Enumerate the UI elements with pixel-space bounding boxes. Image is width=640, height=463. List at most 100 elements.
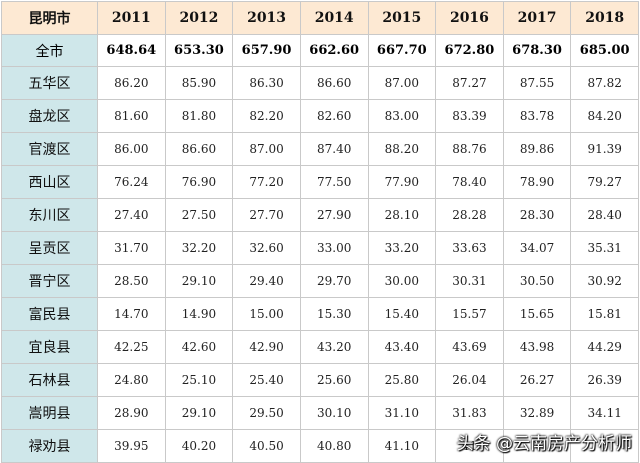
cell-value: 15.57 [435,297,504,331]
cell-value: 26.27 [502,363,572,397]
row-name: 宜良县 [1,330,98,364]
cell-value: 86.00 [97,132,166,166]
cell-value: 76.24 [97,165,166,199]
cell-value: 87.40 [299,132,369,166]
cell-value: 25.40 [232,363,301,397]
cell-value: 32.60 [232,231,301,265]
cell-value: 29.10 [164,264,234,298]
cell-value: 29.70 [299,264,369,298]
cell-value: 15.65 [502,297,572,331]
cell-value: 25.10 [164,363,234,397]
row-name: 五华区 [1,66,98,100]
table-row: 禄劝县 39.95 40.20 40.50 40.80 41.10 41 [1,429,639,463]
table-row: 呈贡区 31.70 32.20 32.60 33.00 33.20 33.63 34.07 35… [1,231,639,265]
cell-value: 28.50 [97,264,166,298]
cell-value: 41.10 [367,429,437,463]
total-value: 657.90 [232,34,301,67]
cell-value: 87.82 [570,66,639,100]
cell-value: 42.60 [164,330,234,364]
cell-value: 28.10 [367,198,437,232]
row-name: 呈贡区 [1,231,98,265]
cell-value: 25.80 [367,363,437,397]
table-row: 富民县 14.70 14.90 15.00 15.30 15.40 15.57 15.65 15… [1,297,639,331]
cell-value: 27.90 [299,198,369,232]
cell-value: 86.60 [164,132,234,166]
cell-value: 43.69 [435,330,504,364]
cell-value: 29.40 [232,264,301,298]
table-row: 五华区 86.20 85.90 86.30 86.60 87.00 87.27 87.55 87… [1,66,639,100]
total-value: 662.60 [299,34,369,67]
cell-value: 44.29 [570,330,639,364]
cell-value: 39.95 [97,429,166,463]
cell-value: 86.20 [97,66,166,100]
cell-value: 82.20 [232,99,301,133]
cell-value: 87.00 [232,132,301,166]
cell-value: 87.55 [502,66,572,100]
cell-value: 84.20 [570,99,639,133]
total-value: 672.80 [435,34,504,67]
row-name: 晋宁区 [1,264,98,298]
year-header: 2012 [164,1,234,35]
table-row: 嵩明县 28.90 29.10 29.50 30.10 31.10 31.83 32.89 34… [1,396,639,430]
cell-value: 85.90 [164,66,234,100]
total-value: 648.64 [97,34,166,67]
cell-value: 91.39 [570,132,639,166]
row-name: 西山区 [1,165,98,199]
cell-value: 82.60 [299,99,369,133]
year-header: 2016 [435,1,504,35]
cell-value: 29.10 [164,396,234,430]
cell-value: 31.10 [367,396,437,430]
cell-value: 32.20 [164,231,234,265]
header-row: 昆明市 2011 2012 2013 2014 2015 2016 2017 2018 [1,1,639,35]
cell-value: 76.90 [164,165,234,199]
table-row: 晋宁区 28.50 29.10 29.40 29.70 30.00 30.31 30.50 30… [1,264,639,298]
row-name: 官渡区 [1,132,98,166]
row-name: 富民县 [1,297,98,331]
row-name: 盘龙区 [1,99,98,133]
cell-value: 77.50 [299,165,369,199]
cell-value: 32.89 [502,396,572,430]
year-header: 2018 [570,1,639,35]
cell-value: 78.40 [435,165,504,199]
cell-value: 87.00 [367,66,437,100]
year-header: 2013 [232,1,301,35]
cell-value: 29.50 [232,396,301,430]
cell-value: 40.20 [164,429,234,463]
cell-value: 31.70 [97,231,166,265]
cell-value: 15.81 [570,297,639,331]
cell-value: 15.00 [232,297,301,331]
cell-value: 77.20 [232,165,301,199]
cell-value: 27.40 [97,198,166,232]
cell-value: 88.76 [435,132,504,166]
cell-value: 34.11 [570,396,639,430]
cell-value: 14.90 [164,297,234,331]
total-value: 667.70 [367,34,437,67]
row-name: 禄劝县 [1,429,98,463]
cell-value: 83.39 [435,99,504,133]
year-header: 2014 [299,1,369,35]
year-header: 2011 [97,1,166,35]
cell-value: 28.30 [502,198,572,232]
cell-value: 26.39 [570,363,639,397]
row-name: 石林县 [1,363,98,397]
cell-value: 87.27 [435,66,504,100]
cell-value: 40.80 [299,429,369,463]
cell-value: 33.20 [367,231,437,265]
year-header: 2015 [367,1,437,35]
cell-value: 41 [435,429,504,463]
cell-value: 89.86 [502,132,572,166]
table-row: 石林县 24.80 25.10 25.40 25.60 25.80 26.04 26.27 26… [1,363,639,397]
row-name: 全市 [1,34,98,67]
year-header: 2017 [502,1,572,35]
table-row: 东川区 27.40 27.50 27.70 27.90 28.10 28.28 28.30 28… [1,198,639,232]
cell-value: 42.25 [97,330,166,364]
total-value: 685.00 [570,34,639,67]
cell-value: 31.83 [435,396,504,430]
cell-value: 86.60 [299,66,369,100]
table-row: 官渡区 86.00 86.60 87.00 87.40 88.20 88.76 89.86 91… [1,132,639,166]
table-row: 宜良县 42.25 42.60 42.90 43.20 43.40 43.69 43.98 44… [1,330,639,364]
cell-value: 24.80 [97,363,166,397]
cell-value: 15.30 [299,297,369,331]
cell-value: 28.28 [435,198,504,232]
